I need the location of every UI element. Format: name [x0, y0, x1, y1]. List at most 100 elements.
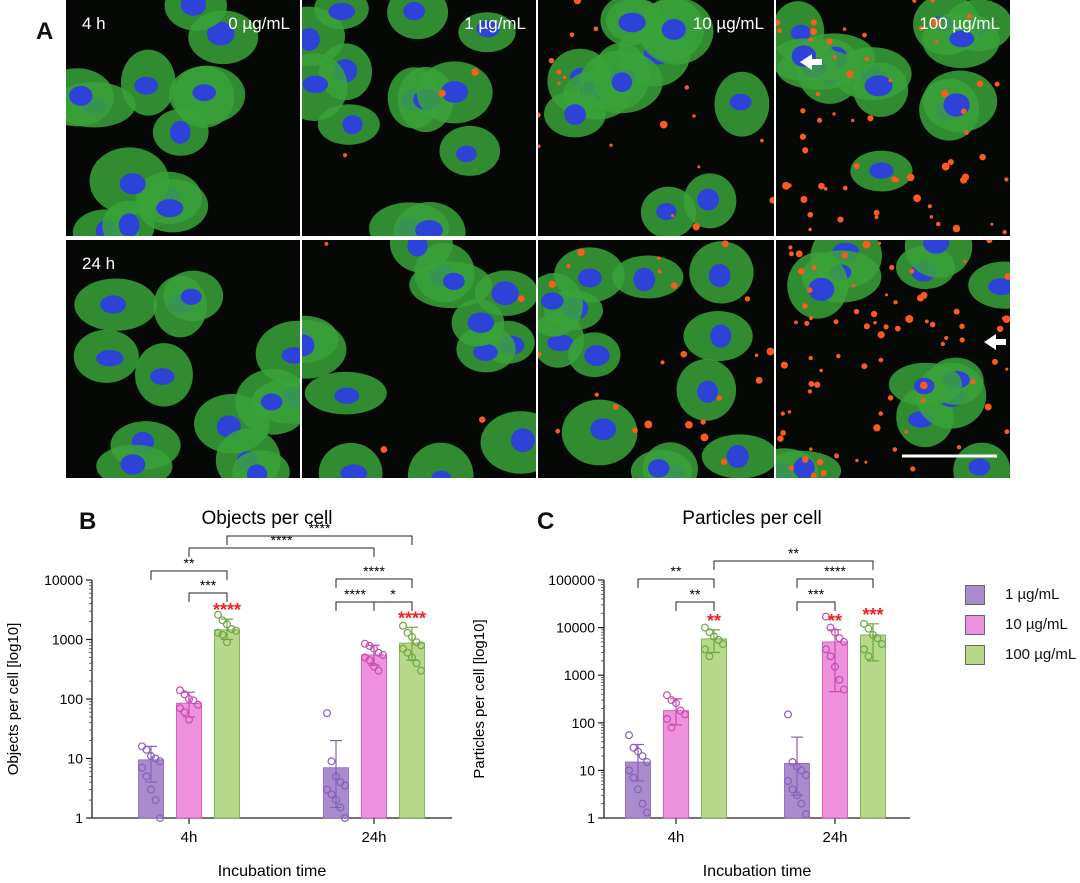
particle-dot [802, 303, 808, 309]
nucleus-shape [577, 268, 602, 288]
data-point [802, 771, 811, 780]
data-point [370, 644, 379, 653]
particle-dot [789, 251, 794, 257]
particle-dot [799, 133, 807, 140]
data-point [156, 757, 165, 766]
particle-dot [760, 138, 764, 143]
particle-dot [538, 144, 541, 148]
particle-dot [814, 381, 821, 388]
significance-label: ** [788, 545, 799, 561]
data-point [705, 628, 714, 637]
data-point [822, 612, 831, 621]
data-point [151, 796, 160, 805]
particle-dot [744, 296, 751, 302]
nucleus-shape [618, 12, 646, 33]
particle-dot [883, 324, 889, 330]
significance-bracket [675, 601, 715, 611]
significance-star: *** [862, 605, 883, 625]
nucleus-shape [467, 312, 495, 333]
particle-dot [777, 28, 782, 33]
particle-dot [807, 211, 814, 218]
particle-dot [797, 267, 805, 275]
particle-dot [801, 456, 809, 463]
data-point [370, 662, 379, 671]
particle-dot [893, 300, 898, 305]
nucleus-shape [564, 104, 586, 125]
data-point [214, 610, 223, 619]
particle-dot [820, 469, 827, 477]
particle-dot [700, 419, 706, 425]
data-point [361, 639, 370, 648]
particle-dot [1001, 316, 1006, 320]
nucleus-shape [611, 72, 633, 93]
data-point [185, 715, 194, 724]
legend-label-10: 10 µg/mL [1005, 616, 1068, 633]
micrograph-r1-c1: 0 µg/mL 4 h [66, 0, 300, 236]
legend-item-1: 1 µg/mL [965, 585, 1080, 607]
nucleus-shape [949, 30, 975, 48]
particle-dot [874, 215, 879, 220]
data-point [147, 752, 156, 761]
significance-bracket [188, 592, 228, 602]
panel-a-label: A [36, 18, 54, 45]
nucleus-shape [281, 347, 300, 364]
nucleus-shape [647, 459, 670, 478]
bar [399, 642, 425, 819]
data-point [672, 699, 681, 708]
particle-dot [808, 227, 812, 232]
particle-dot [842, 185, 848, 191]
significance-label: ** [184, 555, 195, 571]
nucleus-shape [180, 288, 202, 305]
nucleus-shape [710, 324, 732, 348]
nucleus-shape [69, 85, 93, 106]
nucleus-shape [729, 93, 752, 111]
particle-dot [984, 403, 992, 411]
nucleus-shape [547, 334, 574, 352]
particle-dot [548, 57, 555, 64]
particle-dot [851, 118, 855, 123]
particle-dot [837, 216, 844, 223]
data-point [379, 650, 388, 659]
data-point [638, 752, 647, 761]
particle-dot [324, 241, 329, 246]
data-point [223, 638, 232, 647]
nucleus-shape [491, 281, 519, 306]
particle-dot [996, 325, 1004, 333]
significance-label: **** [344, 586, 366, 602]
significance-bracket [335, 578, 413, 588]
particle-dot [892, 447, 898, 452]
y-tick-label: 10000 [44, 572, 83, 588]
legend-swatch-1 [965, 585, 985, 605]
nucleus-shape [869, 162, 894, 179]
particle-dot [930, 0, 935, 3]
data-point [417, 666, 426, 675]
data-point [663, 715, 672, 724]
micrograph-drawing [538, 0, 774, 236]
particle-dot [836, 353, 841, 359]
data-point [701, 623, 710, 632]
nucleus-shape [661, 19, 686, 40]
nucleus-shape [443, 272, 465, 291]
particle-dot [659, 120, 668, 129]
data-point [629, 743, 638, 752]
chart-title: Particles per cell [682, 508, 821, 529]
particle-dot [887, 395, 894, 401]
data-point [625, 731, 634, 740]
nucleus-shape [633, 267, 656, 292]
particle-dot [692, 114, 696, 118]
particle-dot [517, 295, 525, 303]
particle-dot [700, 433, 709, 442]
micrograph-drawing [776, 240, 1010, 478]
particle-dot [810, 19, 817, 26]
particle-dot [644, 420, 653, 429]
data-point [147, 785, 156, 794]
data-point [663, 691, 672, 700]
data-point [327, 757, 336, 766]
concentration-label: 10 µg/mL [692, 14, 764, 33]
data-point [784, 776, 793, 785]
significance-star: **** [213, 600, 241, 620]
particle-dot [538, 351, 542, 357]
particle-dot [873, 209, 880, 216]
particle-dot [780, 411, 785, 416]
micrograph-drawing [538, 240, 774, 478]
